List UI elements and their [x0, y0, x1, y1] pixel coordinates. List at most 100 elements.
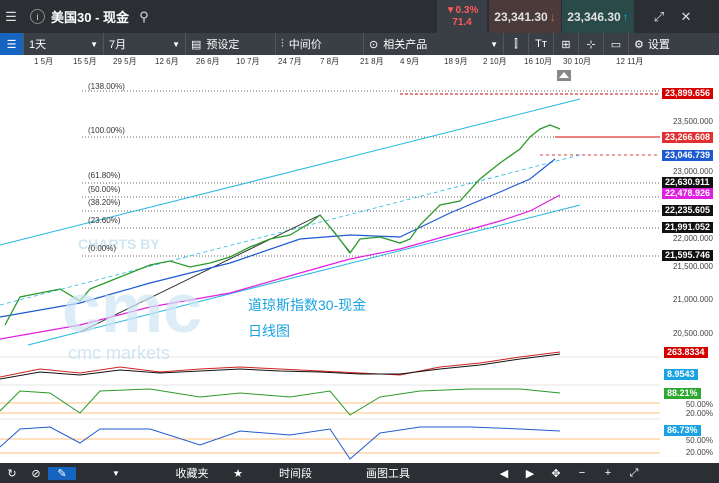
chevron-down-icon: ▼: [172, 39, 180, 49]
y-axis-label: 20,500.000: [672, 329, 713, 338]
fib-label: (38.20%): [88, 198, 121, 207]
preset-icon: ▤: [191, 38, 202, 51]
top-bar: ☰ i 美国30 - 现金 ⚲ ▼0.3% 71.4 23,341.30 ↓ 2…: [0, 0, 719, 33]
time-axis: 1 5月 15 5月 29 5月 12 6月 26 6月 10 7月 24 7月…: [0, 55, 660, 67]
ma-blue-price-label: 23,046.739: [662, 150, 714, 161]
macd-signal-label: 8.9543: [664, 369, 698, 380]
menu-icon[interactable]: ☰: [5, 8, 17, 24]
y-axis-label: 23,000.000: [672, 167, 713, 176]
expand-icon[interactable]: ⤢: [653, 8, 665, 24]
time-label: 29 5月: [113, 57, 137, 66]
price-type-button[interactable]: ⫶ 中间价: [276, 33, 364, 55]
change-box: ▼0.3% 71.4: [437, 0, 487, 33]
fib-label: (138.00%): [88, 82, 125, 91]
sell-price-button[interactable]: 23,341.30 ↓: [489, 0, 561, 33]
channel-lower-line: [27, 204, 581, 346]
related-products-button[interactable]: ⊙ 相关产品 ▼: [364, 33, 504, 55]
time-label: 16 10月: [524, 57, 553, 66]
fib-label: (100.00%): [88, 126, 125, 135]
channel-upper-line: [0, 98, 581, 246]
y-axis-label: 21,500.000: [672, 262, 713, 271]
period-select[interactable]: 7月 ▼: [104, 33, 186, 55]
scroll-left-icon[interactable]: ◀: [499, 467, 509, 480]
time-label: 7 8月: [320, 57, 340, 66]
text-icon[interactable]: Tт: [529, 33, 554, 55]
crosshair-icon[interactable]: ⊹: [579, 33, 604, 55]
watermark-logo: cmc: [62, 269, 202, 347]
chevron-down-icon[interactable]: ▼: [112, 468, 120, 478]
time-label: 24 7月: [278, 57, 302, 66]
time-label: 15 5月: [73, 57, 97, 66]
price-type-icon: ⫶: [281, 37, 284, 50]
macd-signal-line: [0, 353, 561, 380]
search-icon[interactable]: ⚲: [139, 8, 149, 24]
settings-button[interactable]: ⚙ 设置: [629, 33, 675, 55]
chart-area[interactable]: 道琼斯指数30-现金 日线图 CHARTS BY cmc cmc markets…: [0, 67, 719, 463]
time-label: 26 6月: [196, 57, 220, 66]
fib61-price-label: 22,630.911: [662, 177, 713, 188]
gear-icon: ⚙: [634, 38, 644, 51]
time-label: 12 6月: [155, 57, 179, 66]
timeframe-button[interactable]: 时间段: [248, 465, 343, 481]
fit-icon[interactable]: ⤢: [629, 466, 639, 479]
annotation-subtitle: 日线图: [248, 323, 290, 339]
rsi-level-label: 50.00%: [685, 436, 713, 445]
fibonacci-lines: [82, 90, 660, 257]
rsi-value-label: 86.73%: [664, 425, 701, 436]
star-icon[interactable]: ★: [233, 467, 243, 480]
time-label: 4 9月: [400, 57, 420, 66]
price-type-label: 中间价: [288, 39, 322, 51]
time-label: 12 11月: [616, 57, 644, 66]
related-label: 相关产品: [383, 39, 428, 51]
interval-select[interactable]: 1天 ▼: [24, 33, 104, 55]
fib-label: (23.60%): [88, 216, 121, 225]
favorites-button[interactable]: 收藏夹: [156, 465, 228, 481]
price-line: [4, 124, 561, 326]
fib38-price-label: 22,235.605: [662, 205, 714, 216]
buy-price: 23,346.30: [567, 9, 621, 24]
rsi-line: [0, 426, 561, 460]
chevron-down-icon: ▼: [490, 39, 498, 49]
watermark-line2: cmc markets: [68, 343, 170, 363]
scroll-right-icon[interactable]: ▶: [525, 467, 535, 480]
ma-magenta-price-label: 22,478.926: [662, 188, 714, 199]
undo-icon[interactable]: ↻: [7, 467, 17, 480]
macd-line: [0, 351, 561, 378]
zoom-out-icon[interactable]: −: [578, 467, 586, 479]
layout-icon[interactable]: ▭: [604, 33, 629, 55]
time-label: 21 8月: [360, 57, 384, 66]
settings-label: 设置: [647, 39, 670, 51]
current-price-label: 23,266.608: [662, 132, 714, 143]
list-icon[interactable]: ☰: [0, 33, 24, 55]
chart-toolbar: ☰ 1天 ▼ 7月 ▼ ▤ 预设定 ⫶ 中间价 ⊙ 相关产品 ▼ ⫿ Tт ⊞ …: [0, 33, 719, 55]
drawing-tools-button[interactable]: 画图工具: [343, 465, 433, 481]
favorites-label: 收藏夹: [175, 468, 209, 480]
info-icon[interactable]: i: [30, 9, 45, 24]
stoch-level-label: 50.00%: [685, 400, 713, 409]
chart-type-icon[interactable]: ⫿: [504, 33, 529, 55]
fib138-price-label: 23,899.656: [662, 88, 714, 99]
time-label: 2 10月: [483, 57, 507, 66]
grid-icon[interactable]: ⊞: [554, 33, 579, 55]
pencil-icon[interactable]: ✎: [48, 466, 76, 480]
time-label: 30 10月: [563, 57, 592, 66]
stoch-value-label: 88.21%: [664, 388, 701, 399]
fib-label: (0.00%): [88, 244, 117, 253]
move-icon[interactable]: ✥: [551, 467, 561, 480]
preset-button[interactable]: ▤ 预设定: [186, 33, 276, 55]
zoom-in-icon[interactable]: +: [604, 467, 612, 479]
scroll-marker-icon[interactable]: [557, 70, 571, 81]
period-value: 7月: [109, 39, 127, 51]
y-axis-label: 22,000.000: [672, 234, 713, 243]
cancel-icon[interactable]: ⊘: [31, 467, 41, 480]
y-axis-label: 21,000.000: [672, 295, 713, 304]
close-icon[interactable]: ✕: [680, 8, 692, 24]
sell-arrow-icon: ↓: [549, 9, 556, 24]
buy-price-button[interactable]: 23,346.30 ↑: [562, 0, 634, 33]
bottom-bar: ↻ ⊘ ✎ ▼ 收藏夹 ★ 时间段 画图工具 ◀ ▶ ✥ − + ⤢: [0, 463, 719, 483]
stoch-line: [0, 388, 561, 416]
rsi-level-label: 20.00%: [685, 448, 713, 457]
channel-mid-line: [0, 154, 581, 306]
y-axis-label: 23,500.000: [672, 117, 713, 126]
preset-label: 预设定: [206, 39, 240, 51]
